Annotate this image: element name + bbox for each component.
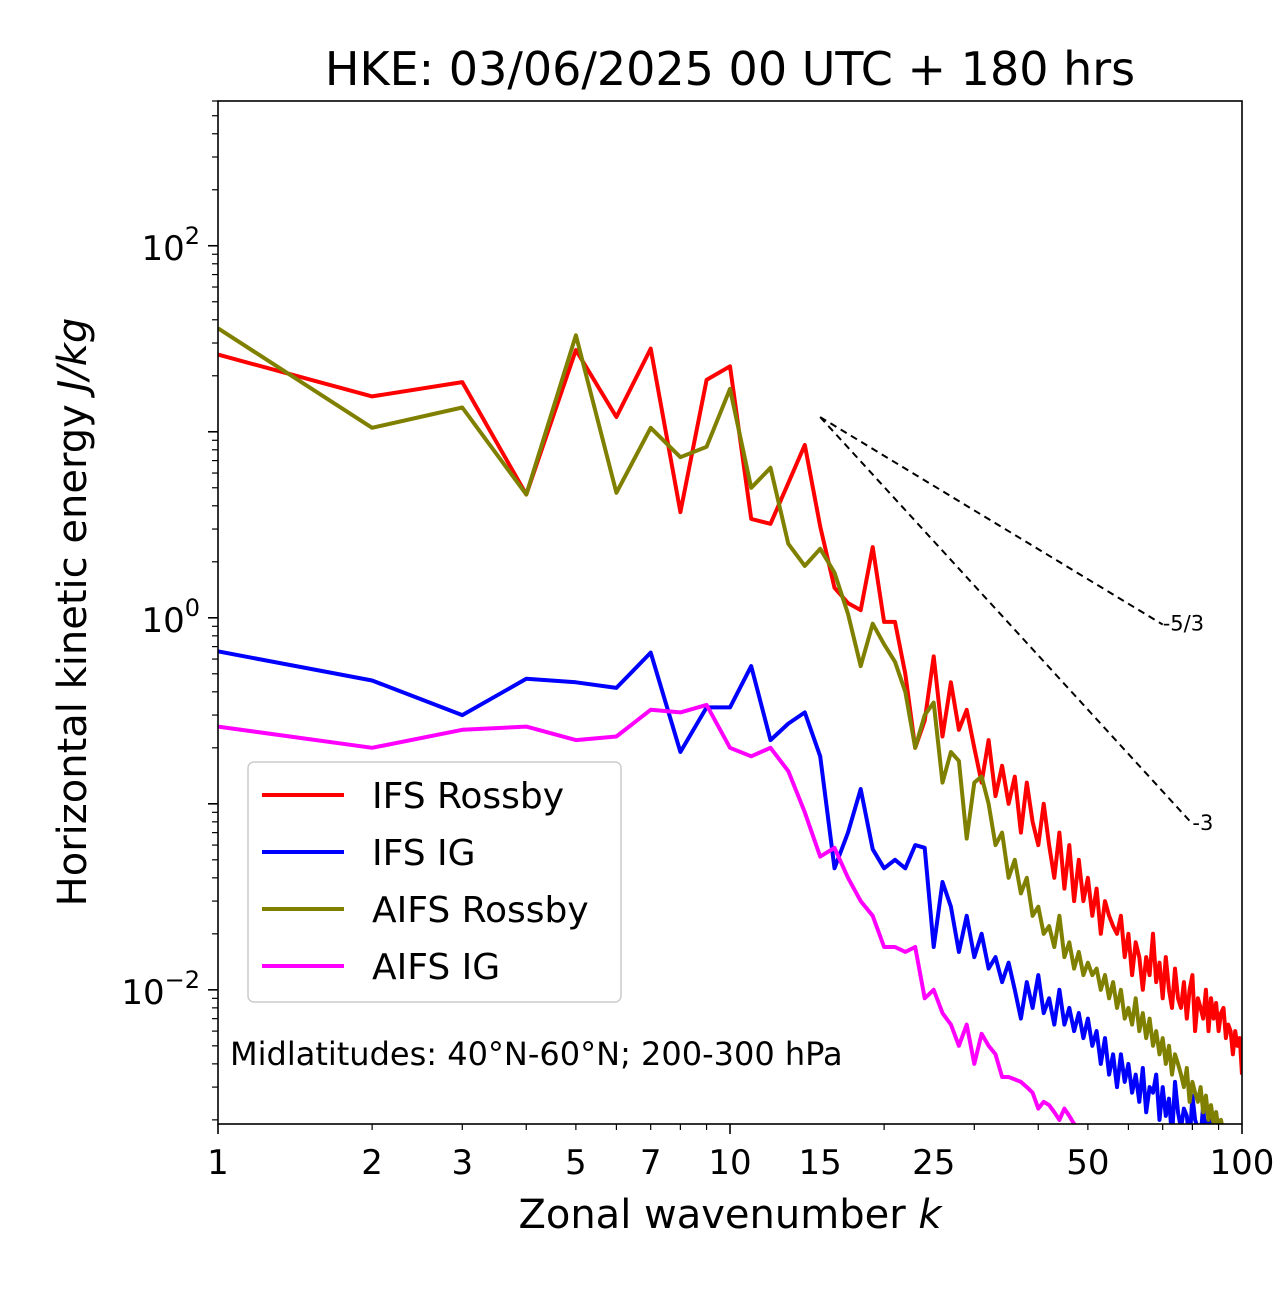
x-tick-label: 25 xyxy=(912,1143,955,1183)
legend-label-2: AIFS Rossby xyxy=(372,890,589,931)
x-tick-label: 2 xyxy=(361,1143,383,1183)
x-tick-label: 100 xyxy=(1210,1143,1275,1183)
series-line-0 xyxy=(218,346,1242,1075)
reference-line-0 xyxy=(819,416,1164,626)
reference-label-1: -3 xyxy=(1192,811,1213,835)
series-line-1 xyxy=(218,649,1220,1124)
legend-label-3: AIFS IG xyxy=(372,947,500,988)
x-tick-label: 3 xyxy=(451,1143,473,1183)
legend-box xyxy=(247,761,622,1003)
reference-label-0: -5/3 xyxy=(1163,612,1204,636)
x-tick-label: 10 xyxy=(708,1143,751,1183)
x-tick-label: 1 xyxy=(207,1143,229,1183)
reference-lines: -5/3 -3 xyxy=(819,416,1213,835)
legend-entries: IFS Rossby IFS IG AIFS Rossby AIFS IG xyxy=(262,776,589,988)
y-tick-label: 100 xyxy=(141,594,200,641)
x-axis-label: Zonal wavenumber k xyxy=(518,1192,943,1238)
x-tick-label: 5 xyxy=(565,1143,587,1183)
x-ticks: 1 2 3 5 7 10 15 25 50 100 xyxy=(207,1124,1274,1183)
y-ticks: 102 100 10−2 xyxy=(121,100,218,1121)
y-tick-label: 10−2 xyxy=(121,966,200,1013)
reference-line-1 xyxy=(819,416,1194,825)
x-tick-label: 50 xyxy=(1066,1143,1109,1183)
legend: IFS Rossby IFS IG AIFS Rossby AIFS IG xyxy=(247,761,622,1003)
series-line-3 xyxy=(218,702,1078,1124)
legend-label-1: IFS IG xyxy=(372,833,476,874)
y-tick-label: 102 xyxy=(141,222,200,269)
series-line-2 xyxy=(218,326,1224,1124)
series-layer xyxy=(218,326,1242,1124)
legend-label-0: IFS Rossby xyxy=(372,776,564,817)
region-annotation: Midlatitudes: 40°N-60°N; 200-300 hPa xyxy=(230,1035,843,1073)
x-tick-label: 15 xyxy=(799,1143,842,1183)
y-axis-label: Horizontal kinetic energy J/kg xyxy=(50,318,96,907)
chart-title: HKE: 03/06/2025 00 UTC + 180 hrs xyxy=(325,42,1135,96)
x-tick-label: 7 xyxy=(640,1143,662,1183)
